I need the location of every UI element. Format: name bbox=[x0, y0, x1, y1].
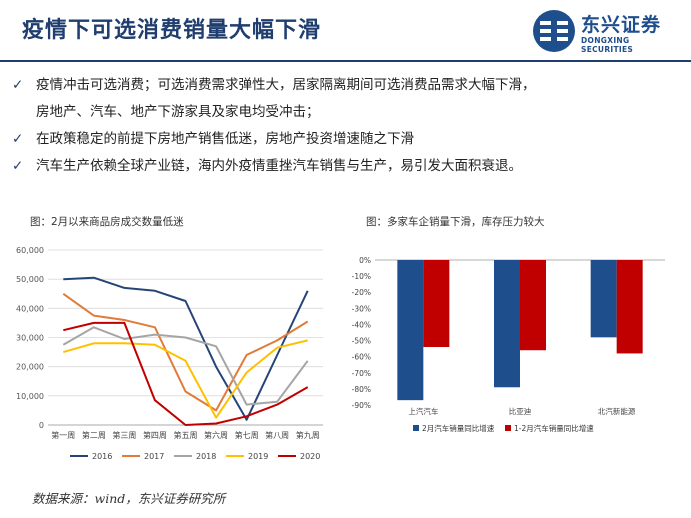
y-tick-label: -80% bbox=[352, 385, 371, 394]
logo-name: 东兴证券 bbox=[581, 14, 662, 36]
y-tick-label: 0 bbox=[39, 421, 44, 430]
y-tick-label: 60,000 bbox=[16, 246, 44, 255]
x-tick-label: 第二周 bbox=[82, 430, 106, 440]
y-tick-label: -70% bbox=[352, 369, 371, 378]
bullet-list: ✓ 疫情冲击可选消费；可选消费需求弹性大，居家隔离期间可选消费品需求大幅下滑， … bbox=[12, 72, 682, 180]
x-tick-label: 第四周 bbox=[143, 430, 167, 440]
logo-english-name: DONGXING SECURITIES bbox=[581, 36, 634, 54]
legend-swatch bbox=[413, 425, 419, 431]
data-source: 数据来源：wind，东兴证券研究所 bbox=[32, 491, 226, 506]
legend-label: 2019 bbox=[248, 452, 268, 461]
x-tick-label: 第九周 bbox=[296, 430, 320, 440]
x-tick-label: 第五周 bbox=[174, 430, 198, 440]
logo-mark-icon bbox=[533, 10, 575, 52]
bar-chart: 0% -10% -20% -30% -40% -50% -60% -70% -80% -90% 上汽… bbox=[352, 256, 665, 433]
legend-swatch bbox=[505, 425, 511, 431]
y-tick-label: 10,000 bbox=[16, 392, 44, 401]
bullet-text: 在政策稳定的前提下房地产销售低迷，房地产投资增速随之下滑 bbox=[36, 131, 414, 147]
bullet-item: ✓ 疫情冲击可选消费；可选消费需求弹性大，居家隔离期间可选消费品需求大幅下滑， … bbox=[12, 72, 682, 126]
bar-jan-feb bbox=[616, 260, 643, 354]
bar-jan-feb bbox=[520, 260, 546, 351]
legend-label: 2016 bbox=[92, 452, 112, 461]
bullet-text: 汽车生产依赖全球产业链，海内外疫情重挫汽车销售与生产，易引发大面积衰退。 bbox=[36, 158, 522, 174]
bar-jan-feb bbox=[423, 260, 450, 347]
header: 疫情下可选消费销量大幅下滑 东兴证券 DONGXING SECURITIES bbox=[0, 0, 691, 66]
page-title: 疫情下可选消费销量大幅下滑 bbox=[22, 17, 322, 43]
legend-label: 2018 bbox=[196, 452, 216, 461]
legend-label: 1-2月汽车销量同比增速 bbox=[514, 423, 594, 433]
series-line-2017 bbox=[62, 292, 309, 412]
category-label: 上汽汽车 bbox=[408, 406, 438, 416]
y-tick-label: -10% bbox=[352, 272, 371, 281]
line-chart: 0 10,000 20,000 30,000 40,000 50,000 60,000 第一周… bbox=[16, 246, 323, 461]
x-tick-label: 第三周 bbox=[112, 430, 136, 440]
y-tick-label: 30,000 bbox=[16, 334, 44, 343]
y-tick-label: 20,000 bbox=[16, 363, 44, 372]
left-chart-caption: 图：2月以来商品房成交数量低迷 bbox=[30, 216, 184, 228]
bullet-item: ✓ 在政策稳定的前提下房地产销售低迷，房地产投资增速随之下滑 bbox=[12, 126, 682, 153]
y-tick-label: -60% bbox=[352, 353, 371, 362]
check-icon: ✓ bbox=[12, 131, 24, 147]
check-icon: ✓ bbox=[12, 158, 24, 174]
y-tick-label: -50% bbox=[352, 337, 371, 346]
category-label: 北汽新能源 bbox=[598, 406, 636, 416]
right-chart-caption: 图：多家车企销量下滑，库存压力较大 bbox=[366, 216, 545, 228]
header-divider bbox=[0, 60, 691, 62]
check-icon: ✓ bbox=[12, 77, 24, 93]
series-line-2016 bbox=[63, 276, 309, 421]
bullet-text: 疫情冲击可选消费；可选消费需求弹性大，居家隔离期间可选消费品需求大幅下滑， bbox=[36, 77, 536, 93]
series-line-2018 bbox=[62, 326, 309, 406]
legend-label: 2月汽车销量同比增速 bbox=[422, 423, 495, 433]
brand-logo: 东兴证券 DONGXING SECURITIES bbox=[531, 8, 681, 58]
y-tick-label: -40% bbox=[352, 320, 371, 329]
series-line-2020 bbox=[63, 321, 309, 426]
y-tick-label: -30% bbox=[352, 304, 371, 313]
bar-feb bbox=[397, 260, 424, 401]
x-tick-label: 第一周 bbox=[51, 430, 75, 440]
legend-label: 2017 bbox=[144, 452, 164, 461]
bullet-item: ✓ 汽车生产依赖全球产业链，海内外疫情重挫汽车销售与生产，易引发大面积衰退。 bbox=[12, 153, 682, 180]
legend-label: 2020 bbox=[300, 452, 320, 461]
x-tick-label: 第七周 bbox=[235, 430, 259, 440]
bar-feb bbox=[590, 260, 617, 338]
y-tick-label: -20% bbox=[352, 288, 371, 297]
y-tick-label: 50,000 bbox=[16, 275, 44, 284]
bar-feb bbox=[494, 260, 520, 388]
y-tick-label: -90% bbox=[352, 401, 371, 410]
y-tick-label: 0% bbox=[359, 256, 371, 265]
x-tick-label: 第六周 bbox=[204, 430, 228, 440]
bullet-text: 房地产、汽车、地产下游家具及家电均受冲击； bbox=[36, 104, 320, 120]
category-label: 比亚迪 bbox=[509, 406, 532, 416]
y-tick-label: 40,000 bbox=[16, 304, 44, 313]
x-tick-label: 第八周 bbox=[265, 430, 289, 440]
series-line-2019 bbox=[63, 339, 308, 419]
